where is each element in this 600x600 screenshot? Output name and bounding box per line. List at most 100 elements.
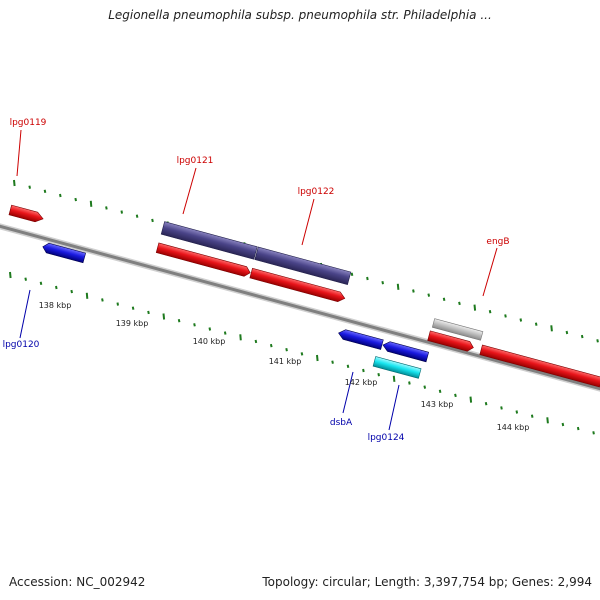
major-tick <box>239 334 242 341</box>
tick-label-139: 139 kbp <box>116 319 149 328</box>
minor-tick <box>488 310 492 314</box>
minor-tick <box>362 368 365 373</box>
minor-tick <box>24 277 27 281</box>
minor-tick <box>105 206 108 210</box>
genome-summary-label: Topology: circular; Length: 3,397,754 bp… <box>262 575 592 589</box>
lower-tick-track <box>9 271 595 435</box>
minor-tick <box>412 289 415 293</box>
minor-tick <box>223 331 227 335</box>
minor-tick <box>285 348 288 352</box>
accession-label: Accession: NC_002942 <box>9 575 146 589</box>
minor-tick <box>484 402 488 406</box>
minor-tick <box>70 289 73 294</box>
major-tick <box>316 354 319 362</box>
gene-label-lpg0119[interactable]: lpg0119 <box>10 118 47 128</box>
major-tick <box>13 179 16 187</box>
minor-tick <box>561 422 565 427</box>
gene-label-lpg0122[interactable]: lpg0122 <box>298 187 335 197</box>
minor-tick <box>131 306 135 310</box>
gene-feature-lpg0121[interactable] <box>155 242 251 278</box>
major-tick <box>162 313 166 320</box>
gene-feature-engB[interactable] <box>427 330 475 353</box>
major-tick <box>392 375 396 382</box>
minor-tick <box>592 431 595 435</box>
minor-tick <box>504 314 507 318</box>
minor-tick <box>59 193 62 198</box>
minor-tick <box>534 322 538 326</box>
minor-tick <box>427 293 431 297</box>
tick-label-140: 140 kbp <box>193 337 226 346</box>
minor-tick <box>193 323 196 327</box>
minor-tick <box>377 373 380 377</box>
gene-features <box>8 204 600 388</box>
tick-label-142: 142 kbp <box>345 378 378 387</box>
major-tick <box>396 283 400 290</box>
gene-feature-lpg0121-operon[interactable] <box>160 221 258 260</box>
gene-feature-forward-right[interactable] <box>479 344 600 388</box>
minor-tick <box>580 334 584 339</box>
minor-tick <box>120 210 123 214</box>
gene-feature-lpg0122[interactable] <box>249 267 346 303</box>
gene-feature-engB-grey[interactable] <box>431 318 484 341</box>
minor-tick <box>147 310 150 315</box>
minor-tick <box>208 327 212 331</box>
minor-tick <box>135 214 139 218</box>
major-tick <box>469 396 473 403</box>
gene-feature-dsbA[interactable] <box>337 328 384 350</box>
minor-tick <box>530 414 534 418</box>
minor-tick <box>151 218 154 223</box>
minor-tick <box>458 301 461 306</box>
minor-tick <box>381 281 384 285</box>
gene-feature-lpg0122-operon[interactable] <box>254 246 352 285</box>
minor-tick <box>596 339 599 343</box>
gene-feature-lpg0124[interactable] <box>372 356 422 379</box>
minor-tick <box>408 381 411 385</box>
minor-tick <box>177 319 181 323</box>
minor-tick <box>366 276 369 281</box>
minor-tick <box>576 426 580 431</box>
minor-tick <box>74 197 77 202</box>
minor-tick <box>515 410 519 414</box>
minor-tick <box>39 281 43 285</box>
minor-tick <box>43 189 47 193</box>
minor-tick <box>519 318 523 322</box>
gene-label-engB[interactable]: engB <box>486 237 509 247</box>
tick-label-138: 138 kbp <box>39 301 72 310</box>
minor-tick <box>300 352 304 356</box>
minor-tick <box>565 330 569 335</box>
gene-feature-lpg0120[interactable] <box>42 242 86 264</box>
gene-label-dsbA[interactable]: dsbA <box>330 418 353 428</box>
label-leaders <box>16 129 498 431</box>
major-tick <box>550 325 553 332</box>
minor-tick <box>254 339 258 344</box>
major-tick <box>9 271 12 279</box>
gene-label-lpg0121[interactable]: lpg0121 <box>177 156 214 166</box>
gene-feature-reverse-2[interactable] <box>382 340 430 363</box>
minor-tick <box>350 272 354 276</box>
tick-label-141: 141 kbp <box>269 357 302 366</box>
gene-label-lpg0124[interactable]: lpg0124 <box>368 433 405 443</box>
minor-tick <box>331 360 334 364</box>
minor-tick <box>101 298 104 302</box>
gene-labels: lpg0119 lpg0120 lpg0121 lpg0122 engB dsb… <box>3 118 510 443</box>
gene-feature-lpg0119[interactable] <box>8 204 44 224</box>
minor-tick <box>269 343 273 348</box>
minor-tick <box>438 389 442 393</box>
major-tick <box>89 200 93 207</box>
kbp-tick-labels: 138 kbp 139 kbp 140 kbp 141 kbp 142 kbp … <box>39 301 530 432</box>
tick-label-144: 144 kbp <box>497 423 530 432</box>
minor-tick <box>55 285 58 290</box>
minor-tick <box>346 364 350 368</box>
major-tick <box>546 417 549 424</box>
major-tick <box>85 292 89 299</box>
major-tick <box>473 304 477 311</box>
genome-title: Legionella pneumophila subsp. pneumophil… <box>108 8 492 22</box>
minor-tick <box>454 393 457 398</box>
minor-tick <box>423 385 427 389</box>
gene-label-lpg0120[interactable]: lpg0120 <box>3 340 40 350</box>
backbone <box>0 223 600 392</box>
minor-tick <box>442 297 446 301</box>
minor-tick <box>28 185 31 189</box>
minor-tick <box>500 406 503 410</box>
